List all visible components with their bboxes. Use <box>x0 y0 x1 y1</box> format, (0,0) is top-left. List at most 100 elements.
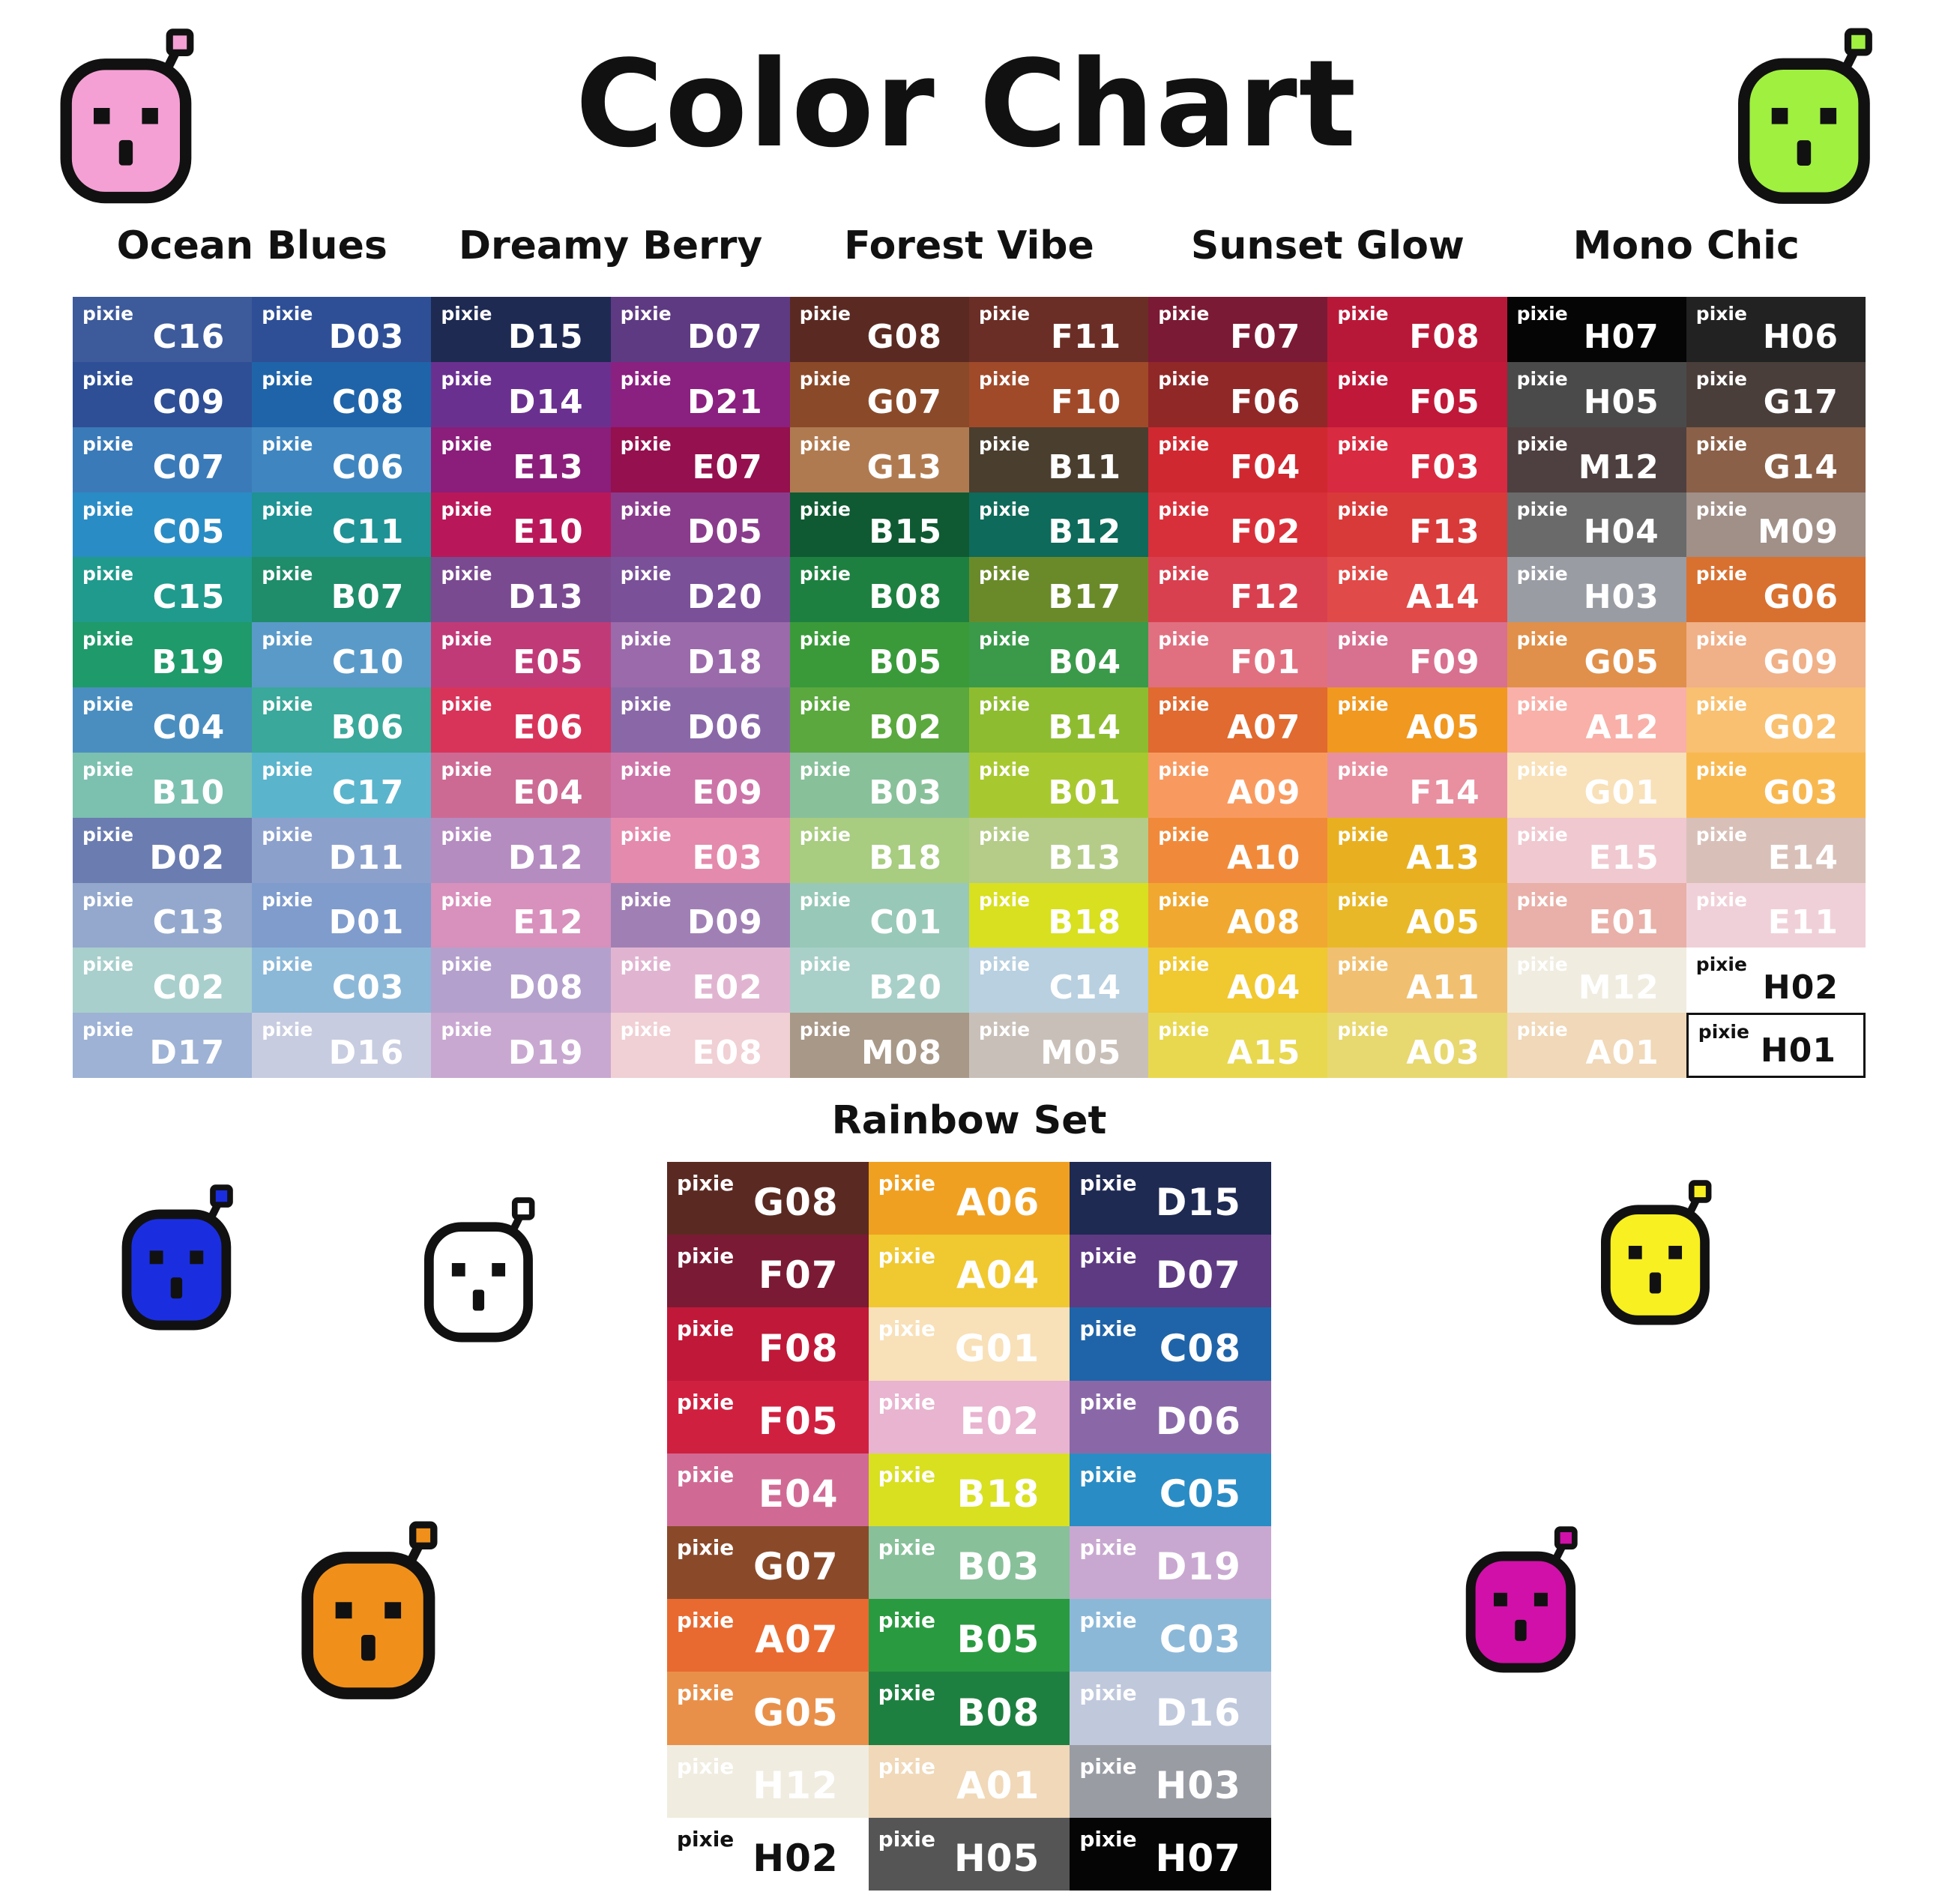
mascot-white-icon <box>422 1196 539 1347</box>
swatch-code: F11 <box>1050 317 1122 356</box>
swatch-brand-label: pixie <box>1337 823 1389 846</box>
color-swatch: pixie B06 <box>252 687 432 753</box>
swatch-code: D17 <box>149 1034 226 1072</box>
swatch-code: M09 <box>1757 513 1839 552</box>
swatch-code: D07 <box>687 317 763 356</box>
swatch-code: A11 <box>1406 968 1480 1007</box>
swatch-code: F02 <box>1230 513 1301 552</box>
rainbow-swatch-grid: pixie G08 pixie A06 pixie D15 pixie F07 pixie A04… <box>667 1162 1271 1891</box>
swatch-code: B08 <box>956 1690 1040 1735</box>
swatch-brand-label: pixie <box>82 433 134 455</box>
color-swatch: pixie D19 <box>431 1013 611 1078</box>
swatch-code: D21 <box>687 382 763 421</box>
color-swatch: pixie B12 <box>968 492 1149 558</box>
color-swatch: pixie A10 <box>1148 817 1328 883</box>
color-swatch: pixie B19 <box>73 622 253 687</box>
swatch-code: C17 <box>331 773 405 812</box>
swatch-code: D09 <box>687 903 763 942</box>
swatch-brand-label: pixie <box>82 888 134 911</box>
swatch-code: H01 <box>1760 1031 1836 1070</box>
swatch-brand-label: pixie <box>1079 1753 1137 1779</box>
swatch-code: F03 <box>1409 448 1480 486</box>
swatch-code: C08 <box>331 382 405 421</box>
swatch-brand-label: pixie <box>677 1608 735 1633</box>
group-header-forest-vibe: Forest Vibe <box>844 223 1094 268</box>
swatch-brand-label: pixie <box>1158 888 1210 911</box>
color-swatch: pixie H02 <box>1686 948 1866 1013</box>
swatch-brand-label: pixie <box>1695 367 1747 390</box>
mascot-magenta-icon <box>1464 1525 1581 1678</box>
color-swatch: pixie E10 <box>431 492 611 558</box>
page-title: Color Chart <box>575 34 1358 174</box>
swatch-code: G17 <box>1763 382 1839 421</box>
swatch-code: B19 <box>151 643 226 681</box>
swatch-brand-label: pixie <box>1695 498 1747 520</box>
swatch-brand-label: pixie <box>1158 303 1210 325</box>
color-swatch: pixie C07 <box>73 427 253 492</box>
color-swatch: pixie D11 <box>252 817 432 883</box>
swatch-code: G14 <box>1763 448 1839 486</box>
swatch-code: B01 <box>1048 773 1122 812</box>
color-swatch: pixie C01 <box>789 882 969 948</box>
color-swatch: pixie H07 <box>1507 297 1686 362</box>
color-swatch: pixie M05 <box>968 1013 1149 1078</box>
swatch-brand-label: pixie <box>1079 1534 1137 1560</box>
swatch-code: D19 <box>1155 1545 1241 1589</box>
color-swatch: pixie F08 <box>667 1307 869 1381</box>
swatch-brand-label: pixie <box>677 1681 735 1706</box>
swatch-code: F12 <box>1230 578 1301 617</box>
swatch-code: B12 <box>1048 513 1122 552</box>
swatch-brand-label: pixie <box>1337 693 1389 715</box>
swatch-brand-label: pixie <box>82 1019 134 1041</box>
swatch-brand-label: pixie <box>1516 367 1568 390</box>
color-swatch: pixie D09 <box>610 882 790 948</box>
color-swatch: pixie E04 <box>431 752 611 818</box>
swatch-brand-label: pixie <box>1695 693 1747 715</box>
swatch-code: H03 <box>1155 1763 1241 1807</box>
rainbow-set-title: Rainbow Set <box>831 1098 1107 1143</box>
color-swatch: pixie E02 <box>610 948 790 1013</box>
color-swatch: pixie D20 <box>610 557 790 623</box>
swatch-brand-label: pixie <box>262 888 313 911</box>
color-swatch: pixie G05 <box>667 1672 869 1745</box>
swatch-code: H02 <box>753 1836 839 1880</box>
swatch-code: C16 <box>152 317 226 356</box>
swatch-brand-label: pixie <box>978 498 1031 520</box>
color-swatch: pixie G07 <box>667 1525 869 1600</box>
group-header-ocean-blues: Ocean Blues <box>116 223 387 268</box>
swatch-code: C15 <box>152 578 226 617</box>
swatch-code: G07 <box>753 1545 839 1589</box>
swatch-code: F06 <box>1230 382 1301 421</box>
swatch-code: F10 <box>1050 382 1122 421</box>
mascot-green-icon <box>1736 27 1877 209</box>
color-swatch: pixie G09 <box>1686 622 1866 687</box>
color-swatch: pixie D01 <box>252 882 432 948</box>
color-swatch: pixie A05 <box>1327 687 1507 753</box>
color-swatch: pixie B10 <box>73 752 253 818</box>
color-swatch: pixie D16 <box>1070 1672 1271 1745</box>
swatch-brand-label: pixie <box>978 823 1031 846</box>
color-swatch: pixie D16 <box>252 1013 432 1078</box>
color-swatch: pixie A05 <box>1327 882 1507 948</box>
swatch-brand-label: pixie <box>1337 367 1389 390</box>
swatch-brand-label: pixie <box>1158 367 1210 390</box>
color-swatch: pixie B05 <box>789 622 969 687</box>
color-swatch: pixie B18 <box>868 1453 1070 1526</box>
swatch-brand-label: pixie <box>1079 1826 1137 1852</box>
swatch-brand-label: pixie <box>1337 433 1389 455</box>
swatch-brand-label: pixie <box>677 1753 735 1779</box>
swatch-code: G08 <box>866 317 942 356</box>
color-swatch: pixie G17 <box>1686 361 1866 427</box>
swatch-code: B05 <box>869 643 942 681</box>
color-swatch: pixie F14 <box>1327 752 1507 818</box>
swatch-code: H03 <box>1583 578 1659 617</box>
swatch-code: D06 <box>1155 1399 1241 1443</box>
color-swatch: pixie H03 <box>1070 1744 1271 1818</box>
swatch-code: C08 <box>1159 1326 1241 1370</box>
color-swatch: pixie E04 <box>667 1453 869 1526</box>
color-swatch: pixie C11 <box>252 492 432 558</box>
color-swatch: pixie F01 <box>1148 622 1328 687</box>
color-swatch: pixie A15 <box>1148 1013 1328 1078</box>
color-swatch: pixie B18 <box>968 882 1149 948</box>
swatch-code: E03 <box>692 838 763 877</box>
